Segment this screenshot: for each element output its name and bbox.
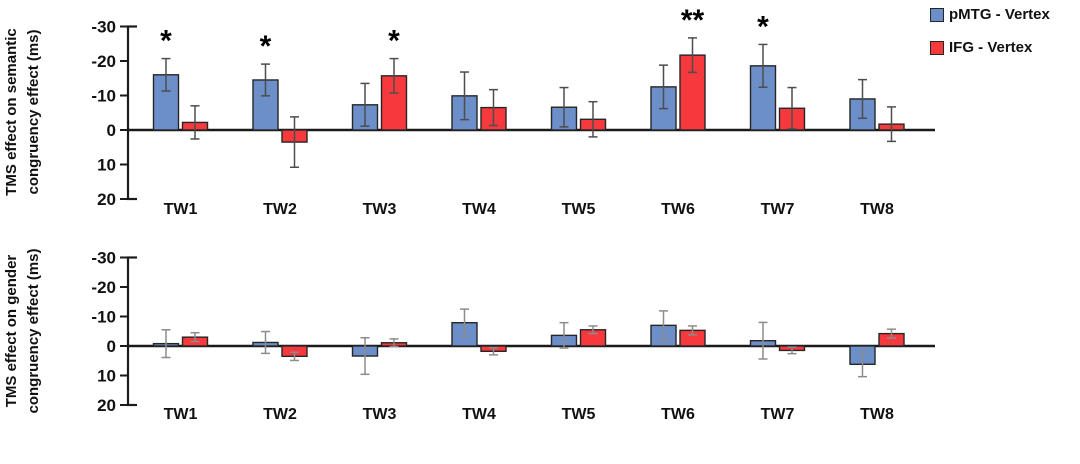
y-tick-label: -10 <box>91 87 116 106</box>
legend-item-ifg: IFG - Vertex <box>930 39 1050 56</box>
y-tick-label: 20 <box>97 190 116 209</box>
y-tick-label: 0 <box>107 337 116 356</box>
pmtg-series-swatch-icon <box>930 7 944 22</box>
y-tick-label: 0 <box>107 121 116 140</box>
x-category-label: TW4 <box>462 406 496 423</box>
significance-marker: ** <box>681 4 705 37</box>
y-tick-label: -20 <box>91 52 116 71</box>
bar-tw7-pmtg <box>749 65 777 131</box>
semantic-congruency-chart: -30 -20 -10 0 10 20 TMS effect on semantic cong… <box>3 4 935 218</box>
significance-marker: * <box>388 25 400 58</box>
x-category-label: TW3 <box>363 201 397 218</box>
y-tick-label: 20 <box>97 396 116 415</box>
y-tick-label: -30 <box>91 249 116 268</box>
x-category-label: TW3 <box>363 406 397 423</box>
ifg-series-swatch-icon <box>930 40 944 55</box>
legend: pMTG - Vertex IFG - Vertex <box>930 6 1050 72</box>
x-category-label: TW5 <box>562 201 596 218</box>
y-tick-label: 10 <box>97 156 116 175</box>
y-tick-label: -20 <box>91 278 116 297</box>
x-category-label: TW6 <box>661 201 695 218</box>
y-axis-title: congruency effect (ms) <box>25 248 42 413</box>
gender-congruency-chart: -30 -20 -10 0 10 20 TMS effect on gender congru… <box>3 248 935 423</box>
x-category-label: TW8 <box>860 201 894 218</box>
significance-marker: * <box>757 10 769 43</box>
legend-label-ifg: IFG - Vertex <box>949 39 1033 56</box>
y-tick-label: -30 <box>91 18 116 37</box>
x-category-label: TW7 <box>761 406 795 423</box>
x-category-label: TW4 <box>462 201 496 218</box>
x-category-label: TW1 <box>164 201 198 218</box>
x-category-label: TW5 <box>562 406 596 423</box>
significance-marker: * <box>160 25 172 58</box>
x-category-label: TW1 <box>164 406 198 423</box>
y-tick-label: -10 <box>91 308 116 327</box>
x-category-label: TW6 <box>661 406 695 423</box>
y-tick-label: 10 <box>97 367 116 386</box>
significance-marker: * <box>260 30 272 63</box>
y-axis-title: TMS effect on gender <box>3 255 20 408</box>
x-category-label: TW2 <box>263 406 297 423</box>
y-axis-title: congruency effect (ms) <box>25 29 42 194</box>
x-category-label: TW2 <box>263 201 297 218</box>
y-axis-title: TMS effect on semantic <box>3 28 20 196</box>
legend-item-pmtg: pMTG - Vertex <box>930 6 1050 23</box>
x-category-label: TW8 <box>860 406 894 423</box>
legend-label-pmtg: pMTG - Vertex <box>949 6 1050 23</box>
x-category-label: TW7 <box>761 201 795 218</box>
